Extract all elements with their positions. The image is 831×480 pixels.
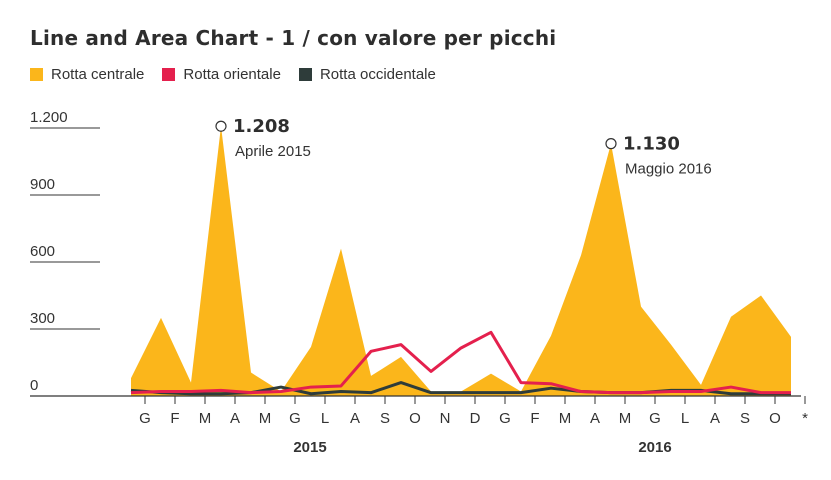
legend-label-central: Rotta centrale <box>51 66 145 83</box>
x-tick-label: S <box>380 410 390 427</box>
x-tick-label: O <box>409 410 421 427</box>
x-tick-label: O <box>769 410 781 427</box>
year-label: 2015 <box>293 439 326 456</box>
legend-swatch-eastern <box>162 68 176 81</box>
legend-item-eastern: Rotta orientale <box>162 66 281 83</box>
y-tick-label: 600 <box>30 243 55 260</box>
peak-value-label: 1.208 <box>233 116 290 137</box>
x-tick-label: * <box>802 410 808 427</box>
legend-item-central: Rotta centrale <box>30 66 144 83</box>
line-series-eastern <box>130 330 791 395</box>
area-series-central <box>131 126 791 397</box>
x-tick-label: M <box>559 410 572 427</box>
peak-date-label: Maggio 2016 <box>625 161 712 178</box>
legend-swatch-western <box>298 68 312 81</box>
x-tick-label: G <box>139 410 151 427</box>
x-tick-label: G <box>499 410 511 427</box>
legend: Rotta centrale Rotta orientale Rotta occ… <box>30 66 436 83</box>
y-tick-label: 0 <box>30 377 38 394</box>
x-tick-label: A <box>590 410 600 427</box>
legend-swatch-central <box>30 68 43 81</box>
legend-item-western: Rotta occidentale <box>298 66 436 83</box>
x-tick-label: F <box>170 410 179 427</box>
x-tick-label: A <box>350 410 360 427</box>
peak-marker <box>215 120 227 132</box>
legend-label-western: Rotta occidentale <box>319 66 436 83</box>
x-tick-label: D <box>470 410 481 427</box>
peak-value-label: 1.130 <box>623 134 680 155</box>
x-tick-label: M <box>619 410 632 427</box>
x-tick-label: M <box>259 410 272 427</box>
x-tick-label: S <box>740 410 750 427</box>
x-tick-label: A <box>230 410 240 427</box>
x-tick-label: G <box>649 410 661 427</box>
x-tick-label: A <box>710 410 720 427</box>
y-tick-label: 900 <box>30 176 55 193</box>
peak-marker <box>605 138 617 150</box>
x-tick-label: M <box>199 410 212 427</box>
y-tick-label: 1.200 <box>30 109 68 126</box>
y-tick-label: 300 <box>30 310 55 327</box>
x-tick-label: N <box>440 410 451 427</box>
legend-label-eastern: Rotta orientale <box>183 66 281 83</box>
chart-title: Line and Area Chart - 1 / con valore per… <box>30 26 557 50</box>
x-tick-label: L <box>681 410 689 427</box>
peak-date-label: Aprile 2015 <box>235 143 311 160</box>
x-tick-label: L <box>321 410 329 427</box>
x-tick-label: F <box>530 410 539 427</box>
x-tick-label: G <box>289 410 301 427</box>
year-label: 2016 <box>638 439 671 456</box>
